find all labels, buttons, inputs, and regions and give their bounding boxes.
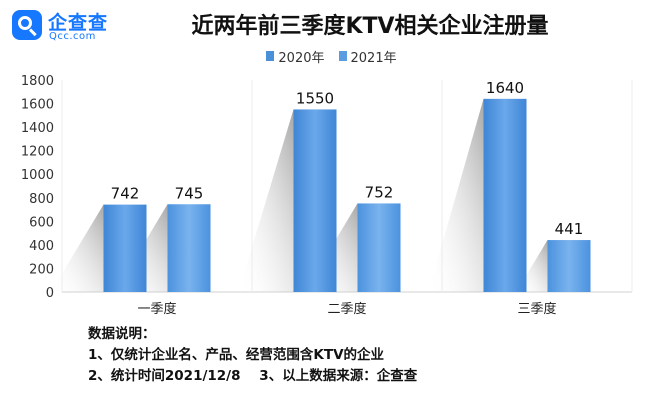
y-tick-label: 400 xyxy=(29,239,54,254)
y-tick-label: 1600 xyxy=(21,98,54,113)
x-tick-label: 二季度 xyxy=(327,301,366,317)
y-tick-label: 800 xyxy=(29,192,54,207)
legend-swatch-2021 xyxy=(338,51,347,61)
logo-domain: Qcc.com xyxy=(49,31,96,42)
qcc-logo: 企查查 Qcc.com xyxy=(6,6,156,46)
y-tick-label: 1000 xyxy=(21,168,54,183)
bar-shadow xyxy=(51,204,104,292)
notes-heading: 数据说明： xyxy=(88,326,156,342)
y-tick-label: 600 xyxy=(29,215,54,230)
bar-value-label: 745 xyxy=(175,184,204,202)
notes-line-2: 2、统计时间2021/12/8 3、以上数据来源：企查查 xyxy=(88,368,418,384)
bar-2021年-二季度 xyxy=(357,203,401,292)
bar-value-label: 752 xyxy=(365,183,394,201)
bar-2020年-一季度 xyxy=(103,204,147,292)
bar-value-label: 742 xyxy=(111,185,140,203)
bar-2020年-二季度 xyxy=(293,109,337,292)
x-tick-label: 三季度 xyxy=(517,301,556,317)
logo-name: 企查查 xyxy=(48,12,109,34)
bar-2020年-三季度 xyxy=(483,98,527,292)
y-tick-label: 1200 xyxy=(21,145,54,160)
legend-item-2021: 2021年 xyxy=(338,47,397,66)
bar-value-label: 441 xyxy=(555,220,584,238)
notes-line-1: 1、仅统计企业名、产品、经营范围含KTV的企业 xyxy=(88,347,385,363)
legend: 2020年 2021年 xyxy=(0,46,663,66)
y-tick-label: 1800 xyxy=(21,74,54,89)
bar-2021年-一季度 xyxy=(167,204,211,292)
bar-value-label: 1550 xyxy=(296,89,334,107)
legend-swatch-2020 xyxy=(266,51,275,61)
bar-2021年-三季度 xyxy=(547,240,591,292)
x-axis-ticks: 一季度 二季度 三季度 xyxy=(137,301,556,317)
y-tick-label: 1400 xyxy=(21,121,54,136)
y-tick-label: 200 xyxy=(29,262,54,277)
y-tick-label: 0 xyxy=(46,286,54,301)
bar-shadow xyxy=(428,98,484,292)
x-tick-label: 一季度 xyxy=(137,301,176,317)
value-labels: 742 745 1550 752 1640 441 xyxy=(111,79,584,238)
bars xyxy=(103,98,591,292)
chart-title: 近两年前三季度KTV相关企业注册量 xyxy=(191,14,549,39)
bar-shadow xyxy=(238,109,294,292)
legend-label-2020: 2020年 xyxy=(278,50,325,66)
y-axis-ticks: 0 200 400 600 800 1000 1200 1400 1600 1800 xyxy=(21,74,54,301)
search-magnifier-icon xyxy=(12,10,42,40)
bar-value-label: 1640 xyxy=(486,79,524,97)
legend-label-2021: 2021年 xyxy=(350,50,397,66)
data-notes: 数据说明： 1、仅统计企业名、产品、经营范围含KTV的企业 2、统计时间2021… xyxy=(88,324,417,387)
legend-item-2020: 2020年 xyxy=(266,47,325,66)
